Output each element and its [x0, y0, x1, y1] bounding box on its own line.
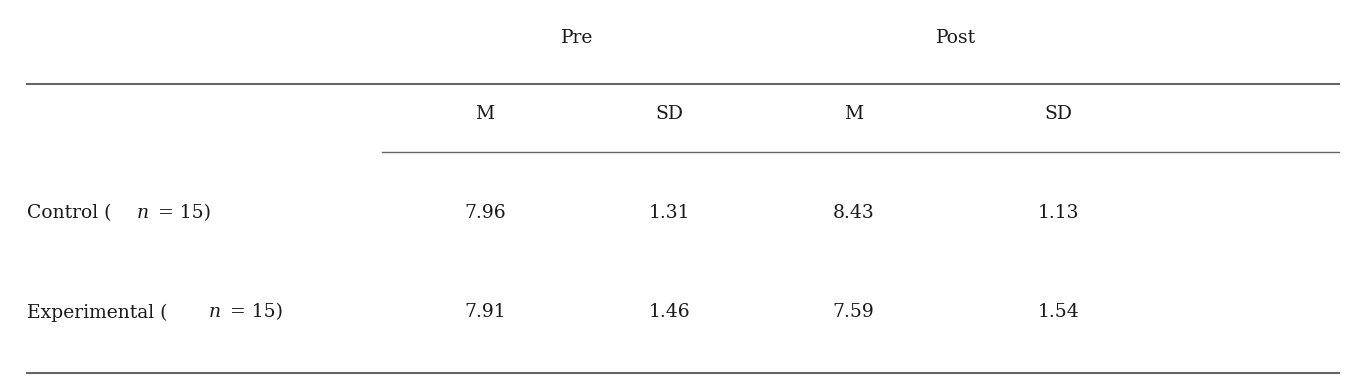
- Text: 7.91: 7.91: [464, 303, 505, 322]
- Text: Control (: Control (: [27, 204, 112, 223]
- Text: SD: SD: [1045, 105, 1072, 123]
- Text: 7.96: 7.96: [464, 204, 505, 223]
- Text: 1.31: 1.31: [649, 204, 690, 223]
- Text: Pre: Pre: [561, 29, 593, 47]
- Text: Post: Post: [936, 29, 977, 47]
- Text: 7.59: 7.59: [833, 303, 874, 322]
- Text: = 15): = 15): [224, 303, 283, 322]
- Text: 1.46: 1.46: [649, 303, 690, 322]
- Text: 1.13: 1.13: [1038, 204, 1079, 223]
- Text: Experimental (: Experimental (: [27, 303, 168, 322]
- Text: = 15): = 15): [152, 204, 210, 223]
- Text: n: n: [209, 303, 221, 322]
- Text: 8.43: 8.43: [833, 204, 874, 223]
- Text: SD: SD: [656, 105, 683, 123]
- Text: M: M: [844, 105, 863, 123]
- Text: 1.54: 1.54: [1038, 303, 1079, 322]
- Text: n: n: [137, 204, 149, 223]
- Text: M: M: [475, 105, 494, 123]
